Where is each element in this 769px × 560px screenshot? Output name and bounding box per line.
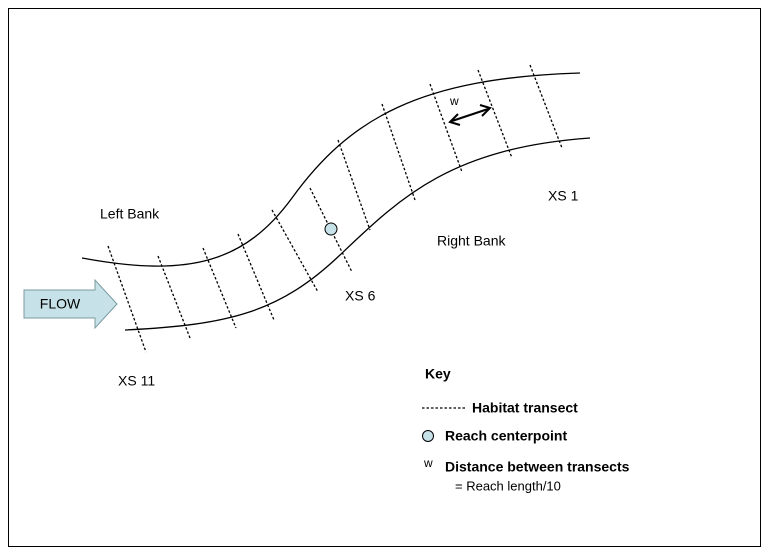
xs6-label: XS 6 — [345, 288, 376, 304]
transect — [107, 245, 147, 353]
w-label: w — [449, 94, 459, 108]
key: Key Habitat transect Reach centerpoint w… — [422, 366, 630, 493]
transect — [381, 103, 416, 201]
frame — [8, 8, 761, 547]
key-distance-formula: = Reach length/10 — [455, 478, 561, 493]
flow-label: FLOW — [40, 296, 81, 312]
transects — [107, 64, 563, 353]
xs1-label: XS 1 — [548, 188, 579, 204]
w-arrow — [448, 104, 492, 126]
transect — [529, 64, 563, 149]
key-centerpoint: Reach centerpoint — [445, 428, 567, 444]
key-w-symbol: w — [423, 456, 433, 470]
transect — [477, 69, 513, 159]
xs11-label: XS 11 — [118, 373, 155, 389]
transect — [337, 139, 371, 231]
key-title: Key — [425, 366, 451, 382]
transect — [237, 233, 275, 321]
transect — [429, 83, 463, 173]
lower-bank — [124, 137, 591, 331]
left-bank-label: Left Bank — [100, 206, 160, 222]
flow-arrow — [23, 278, 118, 330]
right-bank-label: Right Bank — [437, 233, 506, 249]
transect — [202, 247, 237, 329]
key-centerpoint-symbol — [422, 430, 434, 442]
transect — [271, 209, 319, 293]
upper-bank — [81, 72, 581, 267]
centerpoint — [324, 222, 338, 236]
key-transect: Habitat transect — [472, 400, 578, 416]
transect — [157, 255, 191, 339]
key-distance: Distance between transects — [445, 459, 630, 475]
